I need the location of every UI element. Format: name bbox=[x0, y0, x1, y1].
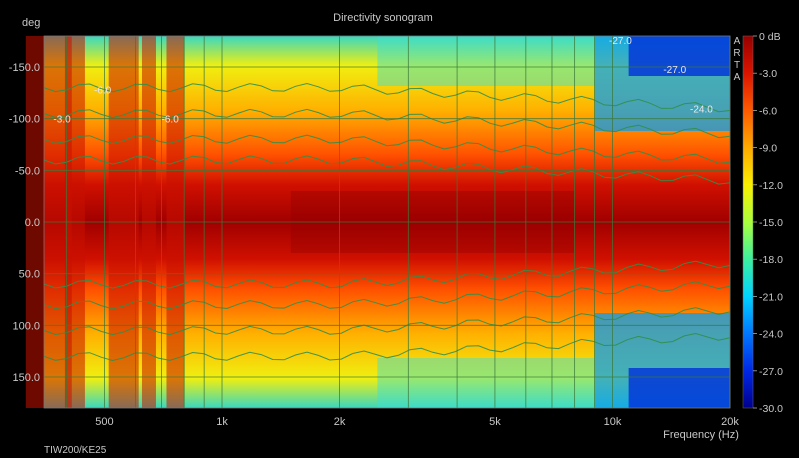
y-tick-label: -100.0 bbox=[9, 114, 40, 126]
colorbar-tick-label: -24.0 bbox=[759, 329, 783, 341]
y-axis-label: deg bbox=[22, 17, 40, 29]
y-tick-label: -150.0 bbox=[9, 62, 40, 74]
colorbar-tick-label: -27.0 bbox=[759, 366, 783, 378]
contour-label: -3.0 bbox=[53, 115, 71, 126]
y-tick-label: 0.0 bbox=[25, 217, 40, 229]
x-tick-label: 5k bbox=[489, 416, 501, 428]
contour-label: -6.0 bbox=[94, 86, 112, 97]
grid-lines bbox=[43, 35, 731, 409]
x-tick-label: 20k bbox=[721, 416, 739, 428]
x-tick-label: 500 bbox=[95, 416, 113, 428]
colorbar-tick-label: -9.0 bbox=[759, 143, 777, 155]
colorbar-tick-label: -6.0 bbox=[759, 105, 777, 117]
chart-title: Directivity sonogram bbox=[333, 12, 433, 24]
y-tick-label: -50.0 bbox=[15, 165, 40, 177]
contour-labels: -3.0 -6.0 -6.0 -27.0 -27.0 -24.0 bbox=[53, 36, 713, 126]
x-tick-label: 1k bbox=[216, 416, 228, 428]
colorbar-tick-label: -15.0 bbox=[759, 217, 783, 229]
y-tick-label: 100.0 bbox=[12, 320, 40, 332]
contour-label: -27.0 bbox=[663, 65, 686, 76]
y-tick-label: 50.0 bbox=[19, 269, 40, 281]
colorbar: 0 dB -3.0 -6.0 -9.0 -12.0 -15.0 -18.0 -21.0 -24.… bbox=[733, 31, 783, 415]
y-tick-labels: -150.0 -100.0 -50.0 0.0 50.0 100.0 150.0 bbox=[9, 62, 40, 384]
footer-label: TIW200/KE25 bbox=[44, 445, 107, 456]
contour-lines bbox=[43, 82, 731, 362]
colorbar-tick-label: -21.0 bbox=[759, 291, 783, 303]
colorbar-gradient bbox=[742, 35, 754, 409]
y-tick-label: 150.0 bbox=[12, 372, 40, 384]
colorbar-tick-label: 0 dB bbox=[759, 31, 781, 43]
x-tick-labels: 500 1k 2k 5k 10k 20k bbox=[95, 416, 739, 428]
x-axis-label: Frequency (Hz) bbox=[663, 429, 739, 441]
x-tick-label: 2k bbox=[334, 416, 346, 428]
colorbar-tick-label: -18.0 bbox=[759, 254, 783, 266]
colorbar-tick-label: -12.0 bbox=[759, 180, 783, 192]
x-tick-label: 10k bbox=[604, 416, 622, 428]
contour-label: -27.0 bbox=[609, 36, 632, 47]
colorbar-tick-labels: 0 dB -3.0 -6.0 -9.0 -12.0 -15.0 -18.0 -21.0 -24.… bbox=[753, 31, 783, 415]
contour-label: -24.0 bbox=[690, 104, 713, 115]
colorbar-tick-label: -3.0 bbox=[759, 68, 777, 80]
colorbar-tick-label: -30.0 bbox=[759, 403, 783, 415]
contour-label: -6.0 bbox=[162, 115, 180, 126]
plot-area: -3.0 -6.0 -6.0 -27.0 -27.0 -24.0 bbox=[25, 35, 731, 409]
